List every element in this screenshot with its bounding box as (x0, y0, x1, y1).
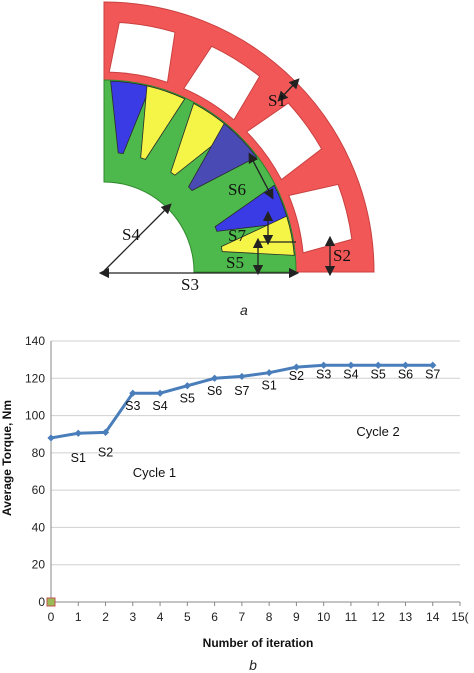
data-point (429, 361, 437, 369)
data-point (211, 374, 219, 382)
data-point (156, 389, 164, 397)
label-s2: S2 (333, 246, 351, 265)
dim-s1 (277, 78, 300, 102)
dimension-lines (98, 78, 336, 279)
cycle-annotation: Cycle 2 (356, 424, 399, 439)
data-point (347, 361, 355, 369)
data-point (292, 363, 300, 371)
x-tick-label: 6 (211, 610, 218, 624)
point-label: S3 (125, 399, 140, 413)
chart-annotations: Cycle 1 Cycle 2 (133, 424, 400, 480)
label-s4: S4 (122, 225, 140, 244)
x-tick-label: 8 (266, 610, 273, 624)
rotor-magnet (220, 215, 295, 256)
y-tick-label: 40 (32, 520, 46, 534)
data-point (265, 369, 273, 377)
y-tick-labels: 0 20 40 60 80 100 120 140 (25, 334, 45, 609)
stator-slot (288, 183, 353, 254)
caption-b: b (249, 657, 257, 673)
point-label: S7 (234, 384, 249, 398)
y-axis-label: Average Torque, Nm (0, 400, 14, 516)
label-s3: S3 (181, 275, 199, 294)
x-tick-label: 3 (129, 610, 136, 624)
y-tick-label: 20 (32, 558, 46, 572)
label-s7: S7 (228, 226, 246, 245)
x-tick-label: 2 (102, 610, 109, 624)
point-label: S2 (98, 446, 113, 460)
x-tick-label: 1 (75, 610, 82, 624)
y-tick-label: 140 (25, 334, 45, 348)
point-label: S3 (316, 367, 331, 381)
y-tick-label: 80 (32, 446, 46, 460)
point-label: S4 (343, 367, 358, 381)
rotor-magnet (188, 122, 258, 191)
data-point (238, 372, 246, 381)
stator-slot (108, 21, 176, 83)
x-tick-label: 5 (184, 610, 191, 624)
rotor-magnet (140, 85, 186, 160)
caption-a: a (240, 302, 248, 318)
data-point (320, 361, 328, 369)
x-tick-label: 9 (293, 610, 300, 624)
chart-grid (51, 340, 460, 566)
y-tick-label: 60 (32, 483, 46, 497)
x-tick-label: 12 (372, 610, 386, 624)
data-point (401, 361, 410, 369)
x-tick-labels: 0 1 2 3 4 5 6 7 8 9 10 11 12 13 14 15( (48, 610, 469, 624)
y-tick-label: 100 (25, 409, 45, 423)
data-point (183, 382, 191, 390)
cycle-annotation: Cycle 1 (133, 465, 176, 480)
point-label: S4 (152, 399, 167, 413)
x-tick-label: 0 (48, 610, 55, 624)
x-tick-label: 11 (345, 610, 358, 624)
point-label: S2 (289, 369, 304, 383)
label-s5: S5 (226, 253, 244, 272)
rotor-magnet (110, 80, 151, 154)
label-s1: S1 (268, 91, 286, 110)
stator-slot (183, 45, 261, 121)
x-tick-label: 4 (157, 610, 164, 624)
dim-s4 (103, 203, 172, 272)
point-label: S5 (180, 392, 195, 406)
y-tick-label: 120 (25, 371, 45, 385)
point-label: S7 (425, 367, 440, 381)
data-point (74, 429, 82, 437)
y-tick-label: 0 (38, 595, 45, 609)
point-label: S1 (71, 451, 86, 465)
point-label: S6 (207, 384, 222, 398)
point-label: S1 (261, 378, 276, 392)
stator-slots (108, 21, 353, 254)
chart-series (46, 361, 437, 607)
data-point (374, 361, 382, 369)
x-tick-label: 10 (317, 610, 331, 624)
dim-s6 (248, 152, 274, 200)
x-tick-label: 15( (451, 610, 468, 624)
motor-cross-section: S1 S2 S3 S4 S5 S6 S7 a (98, 1, 375, 318)
x-tick-label: 7 (239, 610, 246, 624)
point-label: S5 (371, 367, 386, 381)
point-labels: S1 S2 S3 S4 S5 S6 S7 S1 S2 S3 S4 S5 S6 S7 (71, 367, 441, 465)
x-tick-label: 13 (399, 610, 413, 624)
data-point (47, 434, 55, 442)
label-s6: S6 (228, 180, 246, 199)
point-label: S6 (398, 367, 413, 381)
x-tick-label: 14 (426, 610, 440, 624)
origin-marker (46, 597, 56, 607)
x-axis-label: Number of iteration (203, 636, 314, 650)
